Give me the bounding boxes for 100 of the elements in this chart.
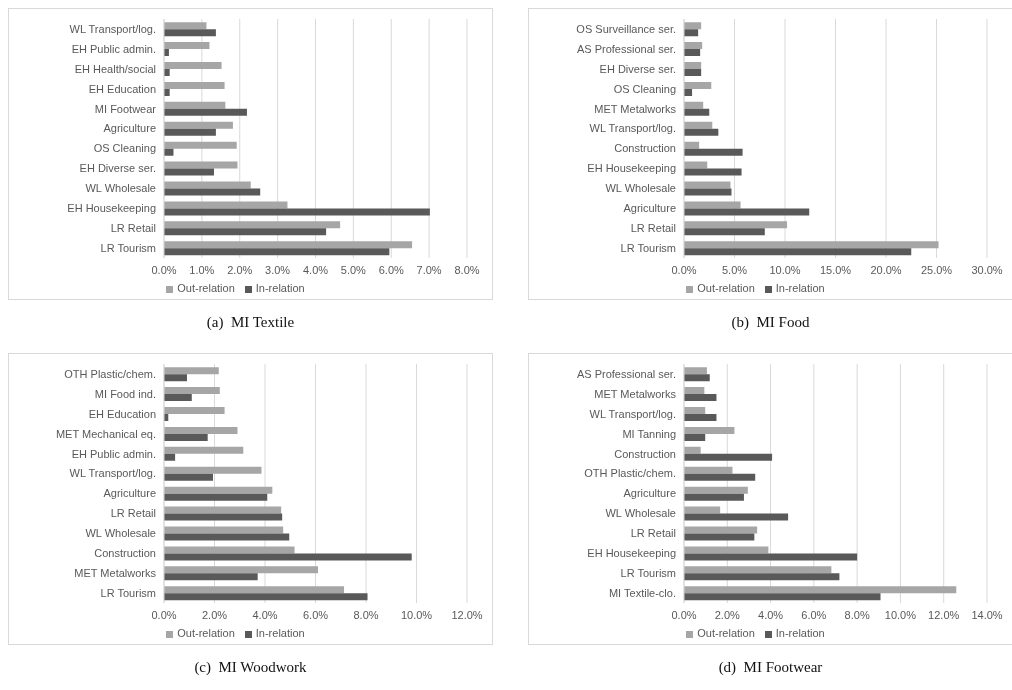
bar: [684, 161, 708, 169]
bar: [684, 394, 717, 402]
y-tick-label: Agriculture: [623, 487, 676, 500]
bar: [684, 248, 912, 256]
y-tick-label: Agriculture: [103, 122, 156, 135]
bar: [684, 433, 706, 441]
y-tick-label: WL Wholesale: [605, 182, 676, 195]
bar: [684, 546, 769, 554]
bar: [684, 101, 704, 109]
y-tick-label: Agriculture: [623, 202, 676, 215]
bar: [684, 513, 789, 521]
y-tick-label: AS Professional ser.: [576, 42, 676, 55]
x-tick-label: 0.0%: [671, 608, 697, 621]
bar: [684, 221, 788, 229]
y-tick-label: OTH Plastic/chem.: [64, 367, 156, 380]
bar: [684, 453, 773, 461]
x-tick-label: 4.0%: [302, 263, 329, 276]
y-tick-label: EH Public admin.: [71, 447, 156, 460]
bar: [684, 426, 735, 434]
bar: [684, 188, 732, 196]
bar: [684, 168, 742, 176]
x-tick-label: 7.0%: [416, 263, 442, 276]
x-tick-label: 25.0%: [920, 263, 953, 276]
y-tick-label: Construction: [614, 447, 676, 460]
bar: [164, 433, 208, 441]
bar: [684, 553, 858, 561]
bar: [164, 108, 247, 116]
y-tick-label: EH Health/social: [74, 62, 156, 75]
bar: [164, 201, 288, 209]
x-tick-label: 5.0%: [721, 263, 748, 276]
y-tick-label: LR Retail: [110, 222, 156, 235]
bar: [164, 446, 244, 454]
bar: [164, 546, 295, 554]
x-tick-label: 2.0%: [201, 608, 228, 621]
bar: [164, 188, 261, 196]
y-tick-label: OS Cleaning: [93, 142, 156, 155]
bar: [164, 506, 282, 514]
x-tick-label: 8.0%: [844, 608, 870, 621]
y-tick-label: EH Diverse ser.: [599, 62, 676, 75]
y-tick-label: Agriculture: [103, 487, 156, 500]
bar: [164, 473, 213, 481]
x-tick-label: 12.0%: [928, 608, 960, 621]
y-tick-label: Construction: [614, 142, 676, 155]
bar: [164, 586, 345, 594]
y-tick-label: WL Wholesale: [85, 527, 156, 540]
bar: [164, 394, 192, 402]
bar: [684, 208, 810, 216]
bar: [164, 168, 214, 176]
x-tick-label: 0.0%: [151, 263, 177, 276]
bar: [684, 493, 744, 501]
x-tick-label: 8.0%: [454, 263, 480, 276]
x-tick-label: 12.0%: [451, 608, 483, 621]
bar: [164, 374, 187, 382]
x-tick-label: 20.0%: [870, 263, 902, 276]
legend-label: Out-relation: [177, 627, 235, 639]
text: (c) MI Woodwork: [193, 659, 308, 676]
bar: [684, 566, 832, 574]
bar: [684, 228, 765, 236]
bar: [684, 387, 705, 395]
bar: [684, 526, 758, 534]
bar: [164, 181, 251, 189]
bar: [164, 101, 226, 109]
y-tick-label: MET Metalworks: [594, 102, 677, 115]
y-tick-label: LR Retail: [110, 507, 156, 520]
y-tick-label: EH Public admin.: [71, 42, 156, 55]
x-tick-label: 4.0%: [758, 608, 784, 621]
y-tick-label: MI Footwear: [94, 102, 157, 115]
bar: [164, 29, 216, 37]
x-tick-label: 10.0%: [400, 608, 433, 621]
legend-label: In-relation: [255, 627, 305, 639]
x-tick-label: 6.0%: [801, 608, 827, 621]
bar: [684, 42, 703, 50]
bar: [164, 161, 238, 169]
y-tick-label: WL Transport/log.: [589, 407, 676, 420]
y-tick-label: MI Tanning: [622, 427, 676, 440]
x-tick-label: 30.0%: [971, 263, 1003, 276]
bar: [164, 407, 225, 415]
y-tick-label: MI Food ind.: [94, 387, 156, 400]
y-tick-label: LR Tourism: [100, 241, 156, 254]
bar: [164, 566, 319, 574]
bar: [684, 367, 707, 375]
x-tick-label: 3.0%: [265, 263, 291, 276]
legend-label: Out-relation: [697, 627, 755, 639]
y-tick-label: OS Cleaning: [613, 82, 676, 95]
x-tick-label: 14.0%: [971, 608, 1003, 621]
bar: [684, 486, 748, 494]
bar: [684, 201, 741, 209]
bar: [164, 128, 216, 136]
x-tick-label: 8.0%: [353, 608, 379, 621]
y-tick-label: MET Metalworks: [594, 387, 677, 400]
y-tick-label: LR Tourism: [620, 241, 676, 254]
y-tick-label: EH Housekeeping: [67, 202, 156, 215]
bar: [164, 241, 413, 249]
y-tick-label: EH Housekeeping: [587, 162, 676, 175]
bar: [684, 29, 699, 37]
bar: [684, 533, 755, 541]
bar: [164, 486, 273, 494]
bar: [164, 121, 233, 129]
x-tick-label: 6.0%: [378, 263, 404, 276]
bar: [684, 181, 731, 189]
